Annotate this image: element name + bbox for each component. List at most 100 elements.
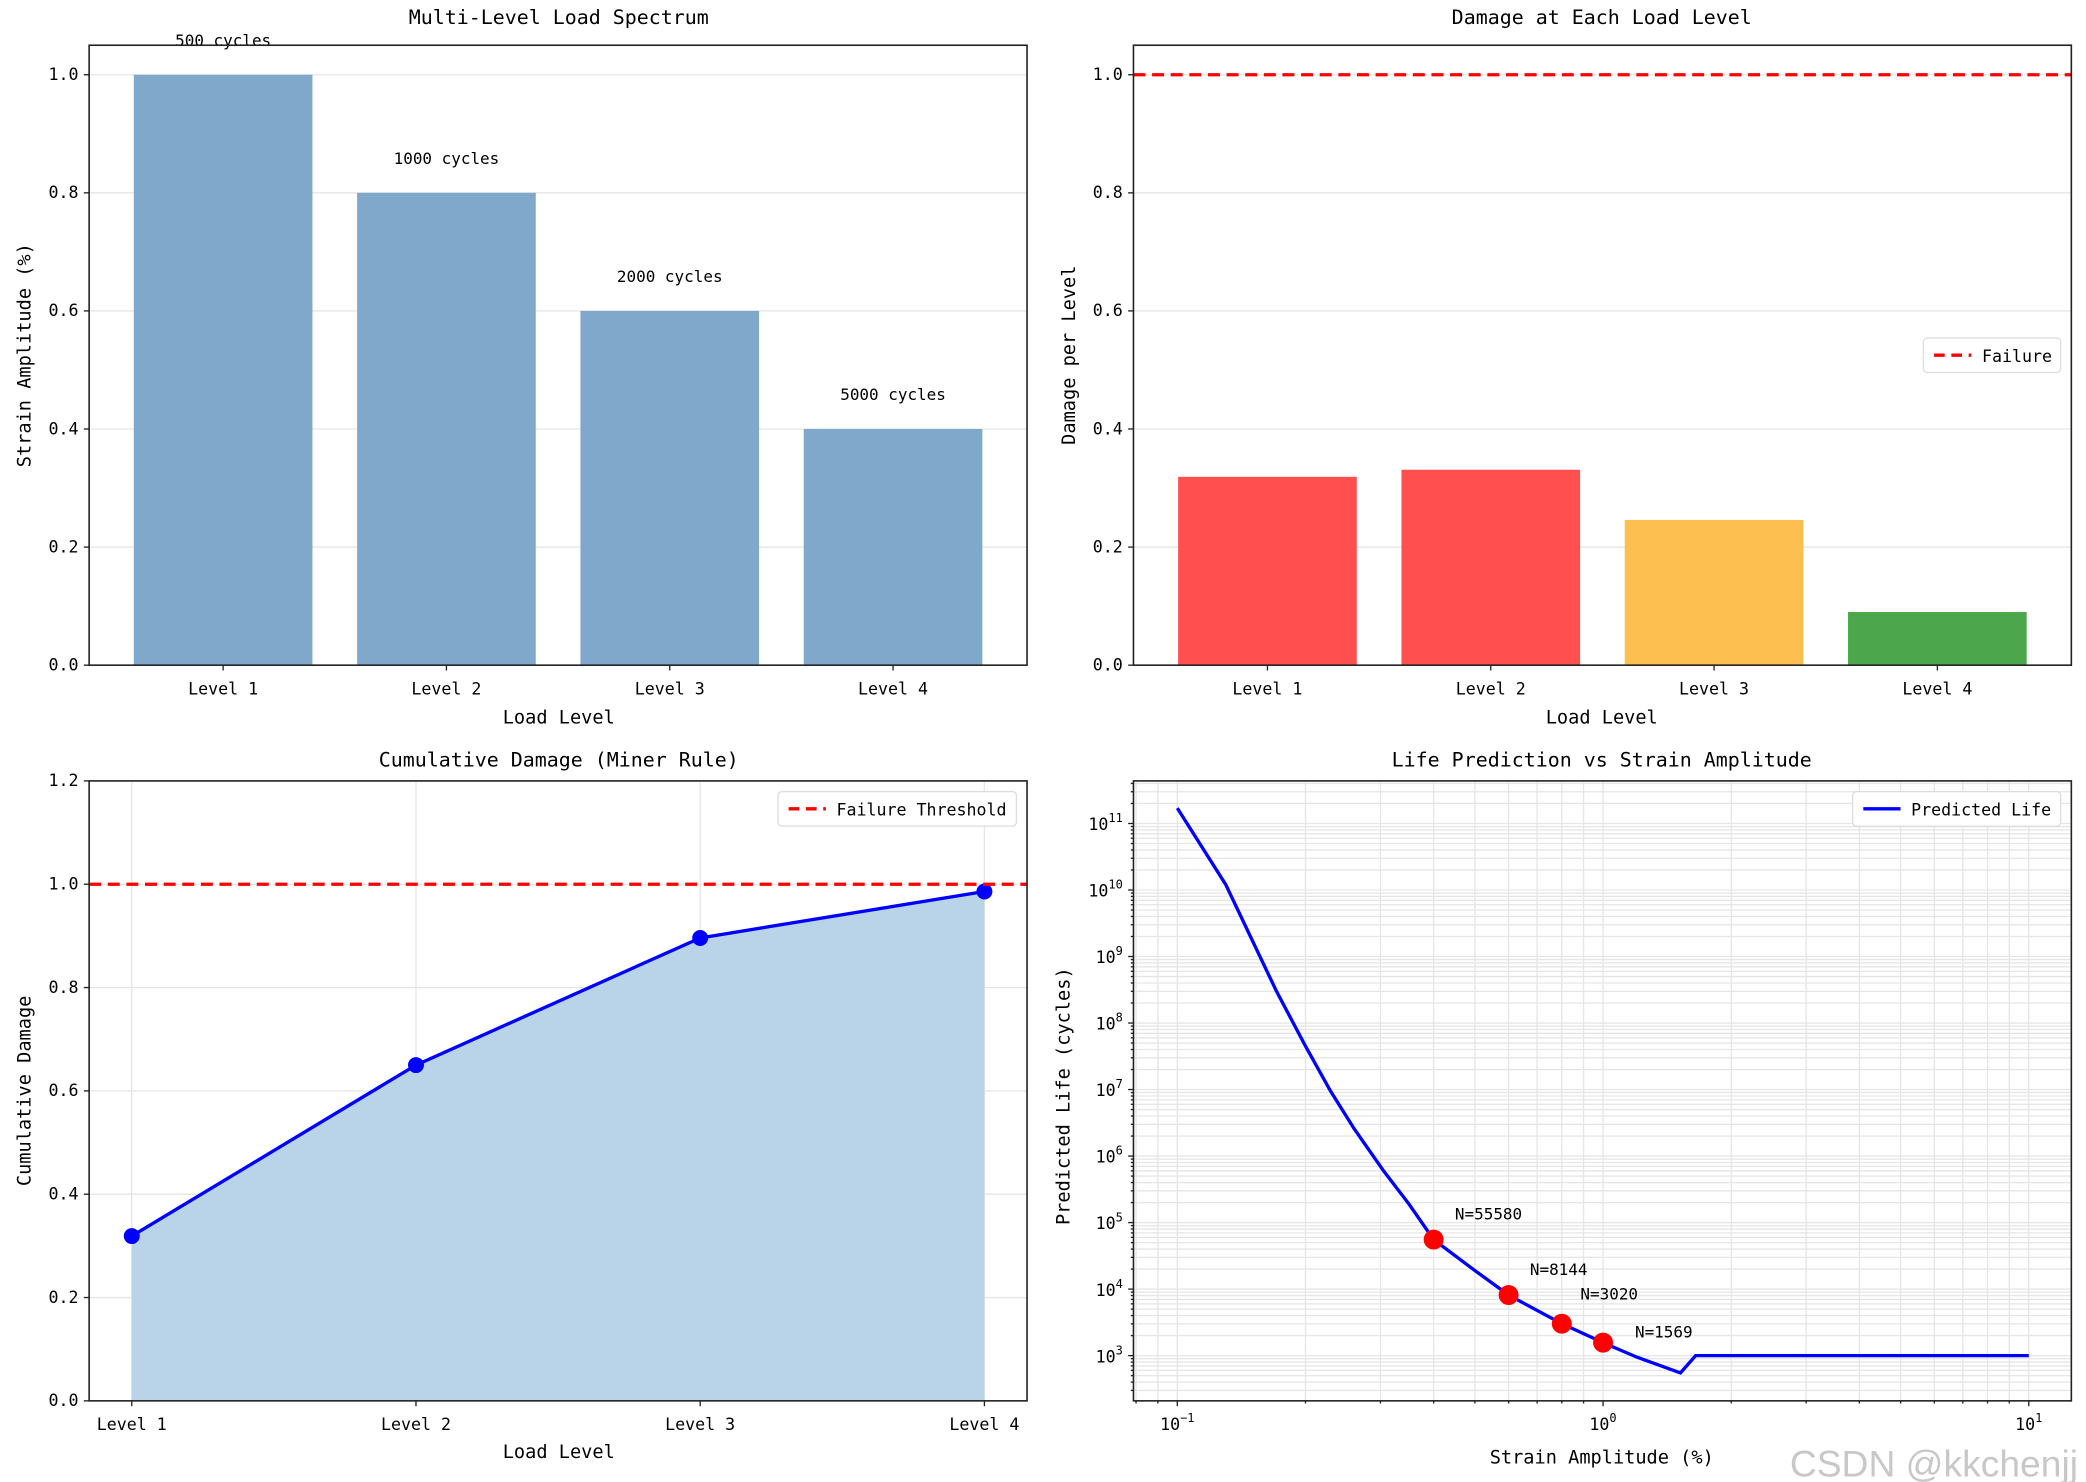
- bar: [1848, 612, 2027, 666]
- y-tick-label: 1.0: [1093, 65, 1123, 84]
- tick-base: 10: [1088, 882, 1108, 901]
- bar: [1401, 469, 1581, 666]
- x-tick-label: Level 3: [665, 1415, 735, 1434]
- bar-label: 5000 cycles: [840, 385, 946, 404]
- legend-label: Predicted Life: [1911, 800, 2051, 819]
- y-axis-label: Cumulative Damage: [15, 996, 36, 1186]
- x-tick-label: Level 2: [381, 1415, 451, 1434]
- damage-chart: Damage at Each Load Level Load Level Dam…: [1059, 5, 2073, 729]
- bar-label: 1000 cycles: [394, 149, 500, 168]
- legend-box: [1851, 790, 2062, 827]
- y-tick-label: 0.2: [1093, 537, 1123, 556]
- data-point: [1423, 1229, 1444, 1250]
- axes-frame: [88, 780, 1028, 1402]
- tick-base: 10: [1096, 948, 1116, 967]
- y-tick-label: 0.4: [49, 419, 79, 438]
- y-tick-label: 0.8: [1093, 183, 1123, 202]
- point-label: N=8144: [1530, 1260, 1588, 1279]
- y-tick-label: 0.8: [49, 183, 79, 202]
- bar: [133, 74, 313, 666]
- tick-exponent: −1: [1180, 1411, 1194, 1425]
- tick-base: 10: [1096, 1281, 1116, 1300]
- bar-label: 500 cycles: [175, 31, 271, 50]
- x-tick-label: 10−1: [1160, 1411, 1194, 1434]
- y-tick-label: 106: [1096, 1144, 1123, 1167]
- data-point: [408, 1057, 424, 1074]
- x-tick-label: Level 2: [1456, 679, 1526, 698]
- chart-title: Damage at Each Load Level: [1452, 5, 1752, 29]
- y-tick-label: 0.4: [1093, 419, 1123, 438]
- tick-exponent: 8: [1116, 1011, 1123, 1025]
- cumulative-chart: Cumulative Damage (Miner Rule) Load Leve…: [15, 747, 1028, 1463]
- watermark: CSDN @kkchenjj: [1790, 1443, 2078, 1482]
- legend-box: [777, 790, 1018, 827]
- tick-exponent: 4: [1116, 1277, 1123, 1291]
- y-tick-label: 0.6: [1093, 301, 1123, 320]
- spectrum-chart: Multi-Level Load Spectrum Load Level Str…: [15, 5, 1028, 729]
- legend: Predicted Life: [1851, 790, 2062, 827]
- tick-exponent: 5: [1116, 1210, 1123, 1224]
- legend-box: [1922, 337, 2062, 374]
- tick-exponent: 11: [1108, 811, 1122, 825]
- series-line: [130, 889, 985, 1238]
- tick-base: 10: [2015, 1415, 2035, 1434]
- tick-exponent: 3: [1116, 1343, 1123, 1357]
- y-tick-label: 1010: [1088, 878, 1122, 901]
- y-axis-label: Predicted Life (cycles): [1054, 967, 1075, 1225]
- y-tick-label: 1.2: [49, 771, 79, 790]
- tick-exponent: 0: [1609, 1411, 1616, 1425]
- tick-base: 10: [1096, 1081, 1116, 1100]
- y-tick-label: 104: [1096, 1277, 1123, 1300]
- tick-exponent: 6: [1116, 1144, 1123, 1158]
- x-tick-label: Level 1: [97, 1415, 167, 1434]
- tick-base: 10: [1096, 1148, 1116, 1167]
- area-fill: [131, 891, 985, 1401]
- bar: [1178, 476, 1357, 666]
- legend-label: Failure: [1982, 347, 2052, 366]
- data-point: [1593, 1332, 1614, 1353]
- bar-label: 2000 cycles: [617, 267, 723, 286]
- legend: Failure: [1922, 337, 2062, 374]
- tick-exponent: 10: [1108, 878, 1122, 892]
- axes-frame: [88, 44, 1028, 666]
- x-axis-label: Load Level: [503, 1442, 615, 1463]
- x-tick-label: 100: [1589, 1411, 1616, 1434]
- data-point: [692, 929, 709, 946]
- y-axis-label: Damage per Level: [1059, 266, 1080, 445]
- tick-base: 10: [1096, 1214, 1116, 1233]
- x-tick-label: Level 3: [1679, 679, 1749, 698]
- y-tick-label: 108: [1096, 1011, 1123, 1034]
- data-point: [1498, 1285, 1519, 1306]
- y-tick-label: 0.0: [1093, 655, 1123, 674]
- y-tick-label: 0.0: [49, 655, 79, 674]
- y-tick-label: 1.0: [49, 875, 79, 894]
- y-tick-label: 103: [1096, 1343, 1123, 1366]
- y-tick-label: 0.6: [49, 1081, 79, 1100]
- tick-exponent: 9: [1116, 944, 1123, 958]
- bar: [580, 310, 760, 666]
- tick-exponent: 7: [1116, 1077, 1123, 1091]
- axes-frame: [1132, 780, 2073, 1402]
- x-tick-label: 101: [2015, 1411, 2042, 1434]
- x-tick-label: Level 4: [858, 679, 928, 698]
- point-label: N=55580: [1455, 1205, 1522, 1224]
- chart-title: Life Prediction vs Strain Amplitude: [1392, 747, 1812, 771]
- life-chart: Life Prediction vs Strain Amplitude Stra…: [1054, 747, 2073, 1468]
- y-tick-label: 0.8: [49, 978, 79, 997]
- y-tick-label: 1011: [1088, 811, 1122, 834]
- x-tick-label: Level 3: [635, 679, 705, 698]
- y-tick-label: 0.0: [49, 1391, 79, 1410]
- x-axis-label: Load Level: [503, 708, 615, 729]
- x-tick-label: Level 1: [188, 679, 258, 698]
- y-tick-label: 105: [1096, 1210, 1123, 1233]
- bar: [357, 192, 536, 666]
- y-tick-label: 0.2: [49, 537, 79, 556]
- tick-base: 10: [1096, 1015, 1116, 1034]
- data-point: [1551, 1313, 1572, 1334]
- y-tick-label: 0.4: [49, 1185, 79, 1204]
- y-axis-label: Strain Amplitude (%): [15, 243, 36, 467]
- bar: [803, 429, 983, 666]
- tick-base: 10: [1160, 1415, 1180, 1434]
- x-axis-label: Load Level: [1546, 708, 1658, 729]
